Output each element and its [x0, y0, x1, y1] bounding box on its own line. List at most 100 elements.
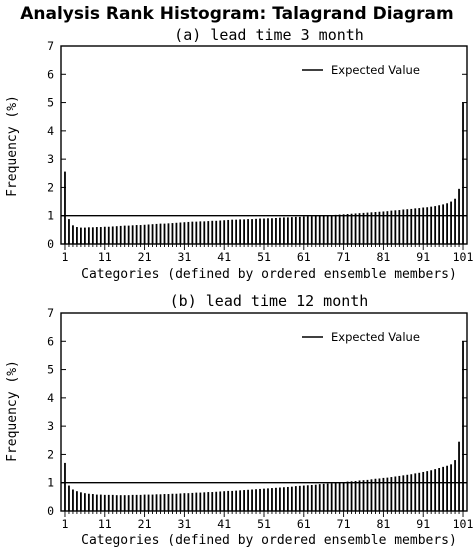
bar	[83, 493, 86, 511]
bar	[410, 208, 413, 244]
bar	[123, 495, 126, 511]
bar	[310, 484, 313, 511]
bar	[115, 226, 118, 244]
bar	[151, 224, 154, 244]
bar	[450, 464, 452, 511]
x-tick-label: 81	[376, 517, 390, 531]
y-tick-label: 4	[47, 124, 54, 138]
bar	[398, 475, 401, 511]
bar	[302, 216, 305, 244]
bar	[406, 209, 409, 244]
bar	[382, 477, 385, 511]
bar	[91, 494, 94, 511]
bar	[334, 214, 337, 244]
bar	[103, 494, 106, 511]
bar	[76, 227, 78, 244]
bar	[171, 223, 174, 244]
bar	[298, 485, 301, 511]
x-tick-label: 71	[337, 250, 351, 264]
bar	[155, 494, 158, 511]
bar	[346, 214, 349, 244]
bar	[394, 476, 397, 511]
bar	[366, 212, 369, 244]
bar	[95, 227, 98, 244]
bar	[135, 494, 138, 511]
bar	[271, 218, 273, 244]
bar	[458, 188, 460, 244]
x-tick-label: 31	[177, 517, 191, 531]
x-tick-label: 91	[416, 250, 430, 264]
bar	[80, 227, 82, 244]
bar	[167, 223, 170, 244]
bar	[215, 491, 218, 511]
bar	[302, 485, 305, 511]
bar	[350, 213, 353, 244]
bar	[139, 225, 142, 244]
bar	[294, 216, 297, 244]
bar	[191, 492, 194, 511]
bar	[330, 483, 333, 511]
bar	[310, 216, 313, 244]
bar	[370, 212, 373, 244]
bar	[76, 491, 78, 511]
bar	[231, 219, 234, 244]
bar	[362, 480, 365, 511]
bar	[127, 225, 130, 244]
bar	[231, 490, 234, 511]
bar	[342, 214, 345, 244]
bar	[298, 216, 301, 244]
panel-a-title: (a) lead time 3 month	[174, 26, 364, 44]
bar	[378, 478, 381, 511]
x-tick-label: 31	[177, 250, 191, 264]
bar	[151, 494, 154, 511]
bar	[131, 494, 134, 511]
bar	[64, 462, 66, 511]
bar	[95, 494, 98, 511]
bar	[207, 492, 210, 511]
bar	[342, 482, 345, 511]
bar	[442, 466, 445, 511]
bar	[251, 489, 253, 511]
bar	[279, 487, 281, 511]
bar	[354, 213, 357, 244]
bar	[422, 471, 425, 511]
bar	[326, 215, 329, 244]
bar	[64, 171, 66, 244]
bar	[286, 217, 289, 244]
bar	[462, 102, 464, 244]
bar	[259, 218, 261, 244]
bar	[223, 220, 226, 244]
bar	[87, 493, 90, 511]
y-tick-label: 0	[47, 237, 54, 251]
bar	[322, 215, 325, 244]
x-tick-label: 41	[217, 517, 231, 531]
bar	[143, 494, 146, 511]
bar	[267, 488, 269, 511]
bar	[458, 441, 460, 511]
bar	[438, 468, 441, 511]
bar	[159, 223, 162, 244]
bar	[72, 225, 74, 244]
bar	[306, 485, 309, 511]
bar	[414, 208, 417, 244]
y-tick-label: 4	[47, 391, 54, 405]
bar	[322, 483, 325, 511]
bar	[330, 215, 333, 244]
bar	[434, 206, 437, 244]
y-tick-label: 6	[47, 67, 54, 81]
bar	[306, 216, 309, 244]
y-tick-label: 6	[47, 334, 54, 348]
y-tick-label: 0	[47, 504, 54, 518]
bar	[119, 225, 122, 244]
bar	[338, 482, 341, 511]
y-tick-label: 1	[47, 209, 54, 223]
bar	[68, 485, 70, 511]
bar	[131, 225, 134, 244]
bar	[203, 221, 206, 244]
bar	[275, 217, 277, 244]
bar	[251, 219, 253, 244]
panel-a-x-axis-label: Categories (defined by ordered ensemble …	[81, 267, 457, 282]
bar	[390, 210, 393, 244]
